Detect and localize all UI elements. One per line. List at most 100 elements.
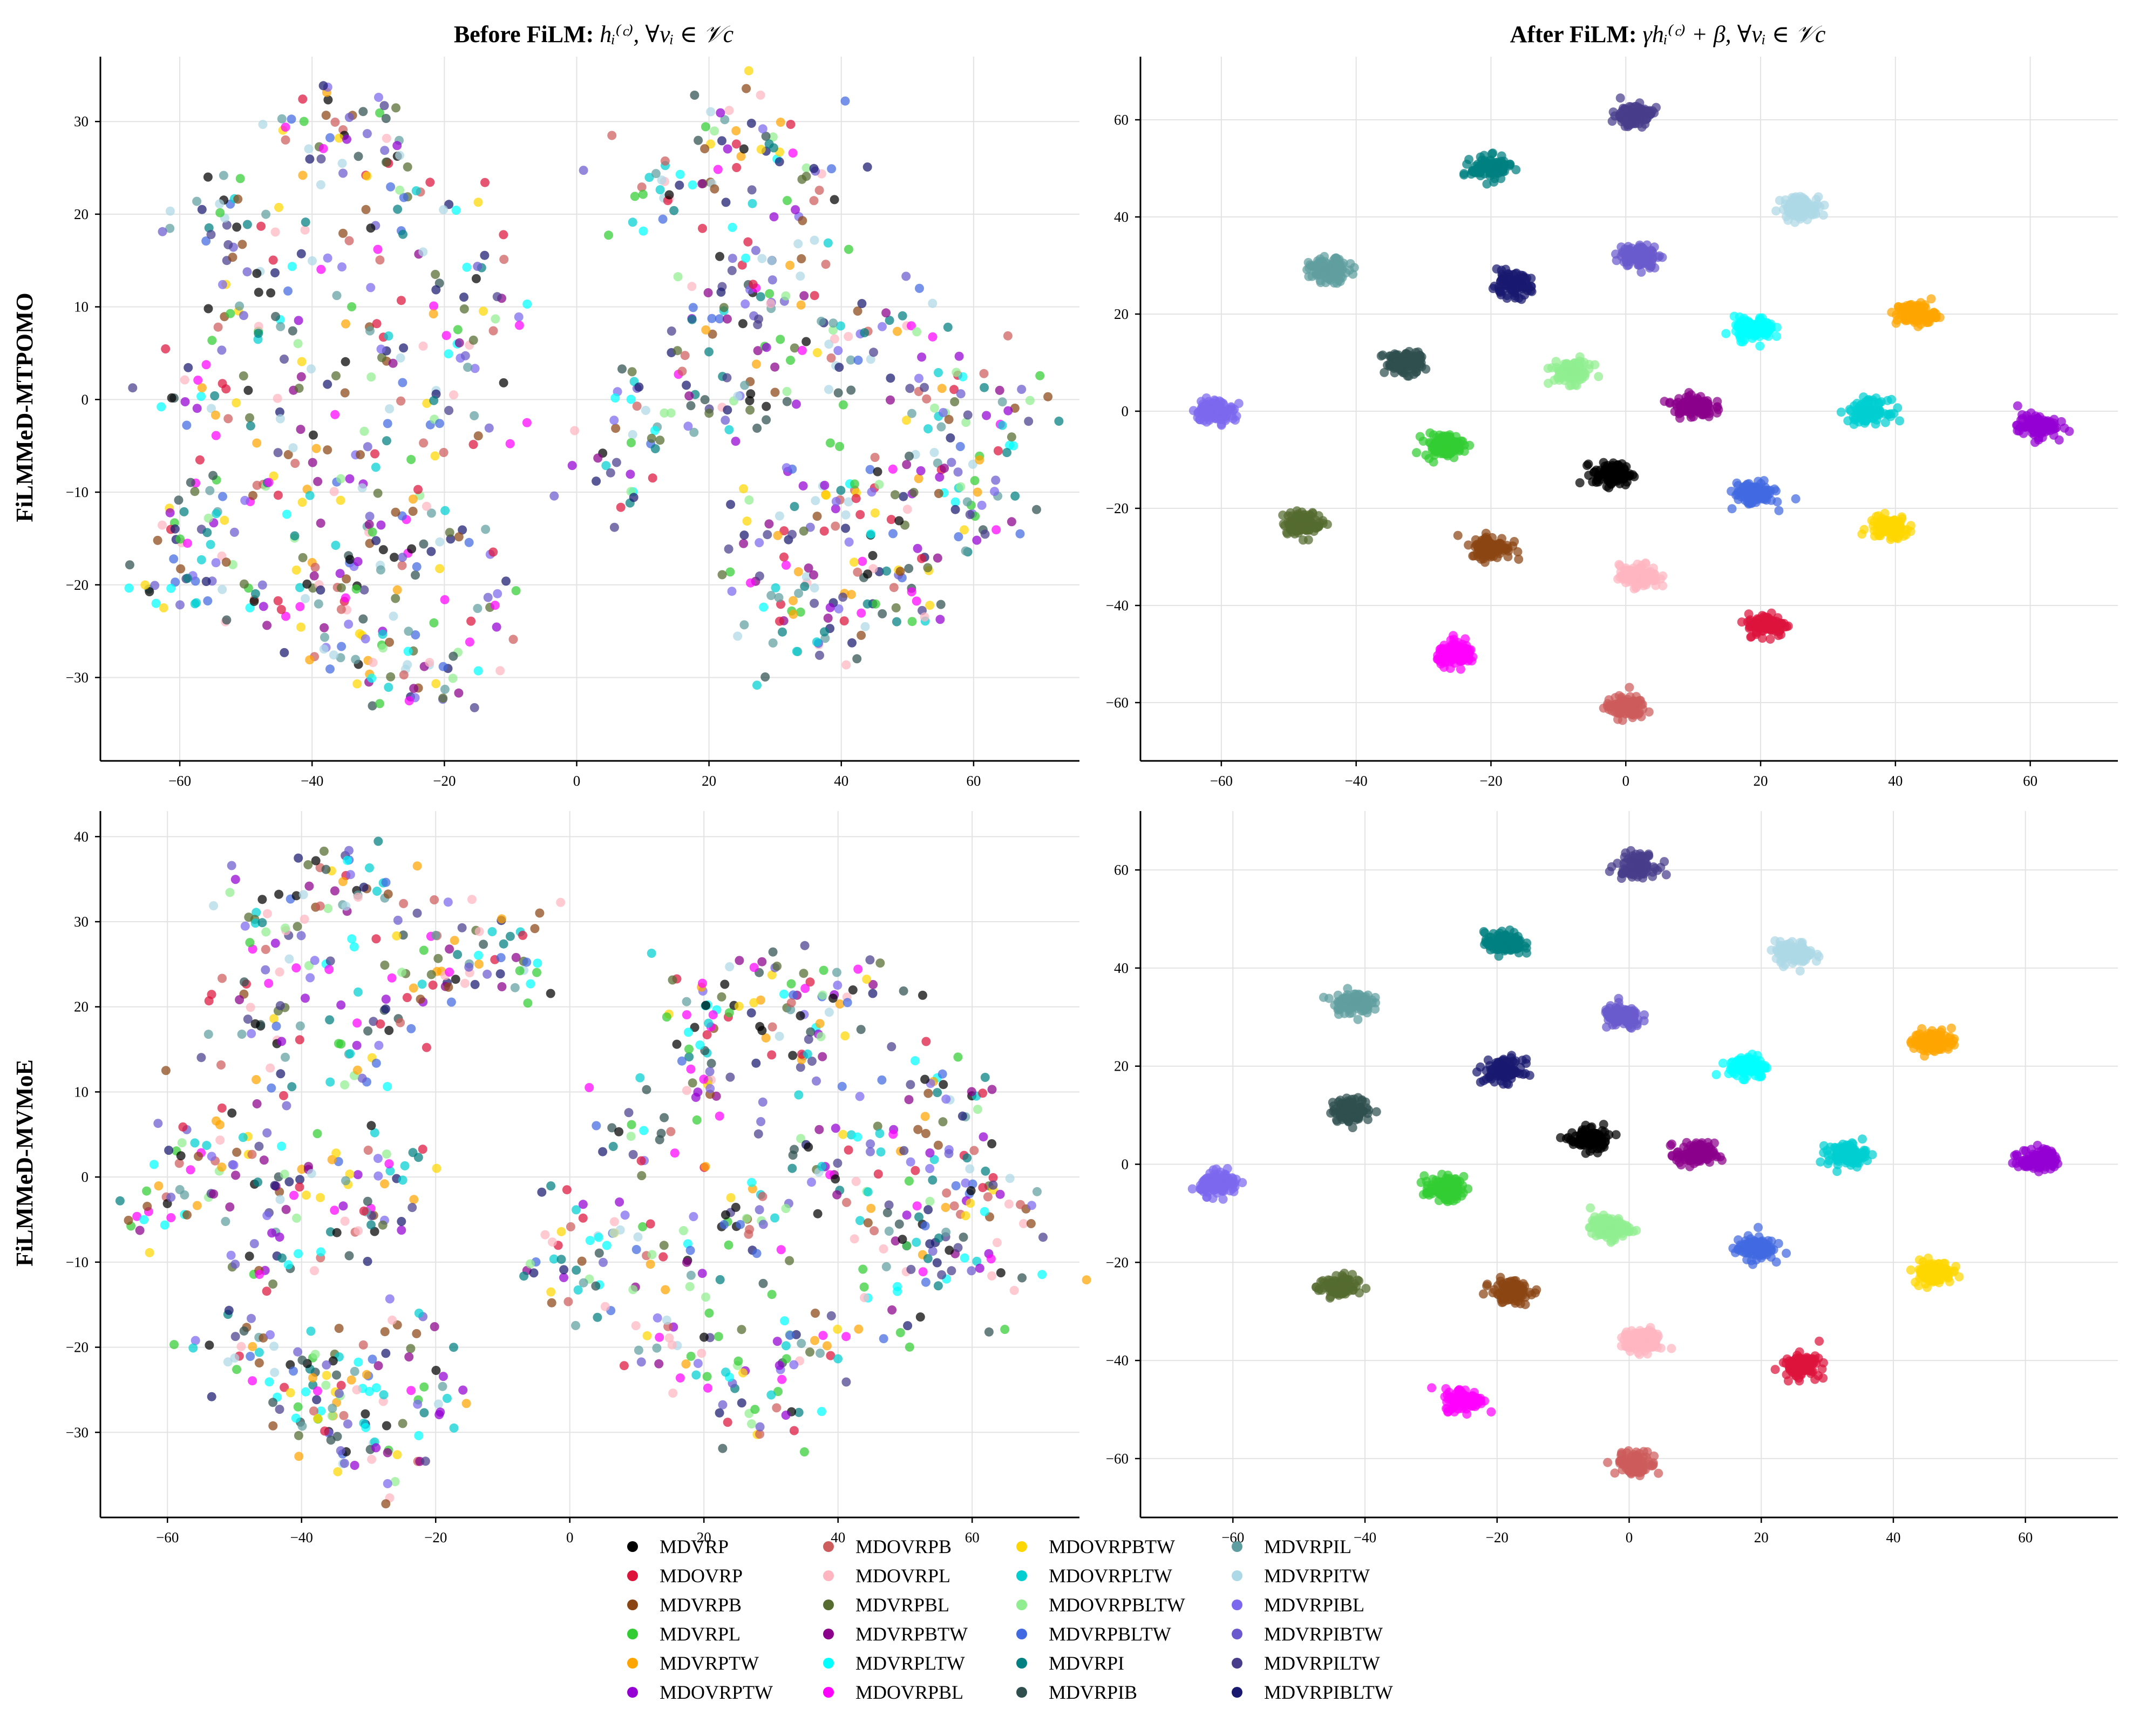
point-mdvrpiltw [1635,112,1645,121]
point-mixed [969,1146,979,1155]
point-mdvrpbltw [1791,494,1801,503]
point-mixed [579,166,588,175]
point-mixed [337,159,347,168]
point-mixed [235,995,244,1005]
point-mixed [1026,1219,1036,1228]
point-mixed [159,603,168,612]
point-mixed [792,646,801,656]
point-mixed [920,383,929,392]
point-mixed [417,979,427,989]
point-mixed [396,353,405,363]
point-mixed [767,1022,777,1032]
point-mixed [373,1154,383,1163]
point-mixed [664,190,674,200]
point-mixed [398,378,407,387]
point-mixed [678,1226,688,1235]
point-mixed [636,1357,646,1367]
point-mixed [341,593,350,603]
point-mixed [264,1377,274,1387]
point-mixed [810,583,819,593]
point-mixed [309,571,319,581]
point-mixed [361,1422,371,1432]
point-mdvrpltw [1766,319,1776,329]
point-mixed [797,345,807,355]
point-mdovrptw [2035,416,2044,426]
point-mixed [886,373,895,383]
point-mixed [838,400,848,410]
point-mixed [522,299,532,309]
point-mixed [876,1147,886,1157]
point-mixed [823,238,833,248]
point-mixed [722,373,732,383]
point-mixed [316,154,326,164]
point-mdvrpl [1430,447,1440,457]
point-mixed [381,114,391,123]
point-mixed [799,1447,809,1456]
point-mixed [608,1142,618,1151]
point-mixed [818,1052,827,1061]
point-mixed [882,566,891,576]
point-mixed [245,413,254,423]
point-mixed [902,1210,912,1220]
point-mdovrpb [1636,712,1646,721]
point-mixed [895,1328,905,1337]
point-mixed [1035,371,1045,380]
point-mixed [722,314,732,324]
point-mdvrpb [1479,554,1489,563]
point-mixed [286,1388,295,1398]
point-mixed [925,1239,935,1249]
point-mixed [823,614,833,623]
point-mixed [458,525,467,535]
point-mixed [735,956,744,965]
point-mdvrpil [1311,269,1321,278]
point-mixed [223,240,233,249]
point-mixed [769,212,779,222]
point-mixed [791,399,801,409]
scatter-points [1188,93,2074,725]
point-mixed [887,1042,896,1052]
point-mdovrpb [1625,683,1634,692]
point-mixed [805,1347,814,1357]
point-mixed [939,408,948,417]
point-mixed [249,1239,259,1249]
point-mixed [546,1287,556,1297]
point-mixed [449,390,458,400]
point-mixed [962,1153,972,1163]
point-mixed [411,630,420,639]
point-mdovrp [1747,632,1756,642]
point-mixed [1027,1201,1036,1210]
point-mixed [875,1129,885,1138]
point-mixed [454,338,464,348]
point-mixed [343,856,352,865]
point-mdvrpib [1378,350,1388,360]
point-mixed [825,438,835,448]
point-mixed [556,1255,566,1264]
point-mixed [201,577,211,586]
point-mixed [721,1367,730,1377]
point-mixed [429,396,439,405]
point-mixed [635,1073,645,1083]
point-mixed [149,1160,159,1169]
point-mixed [997,397,1007,407]
point-mixed [737,1398,746,1408]
point-mdvrp [1611,1130,1621,1140]
point-mixed [594,1233,603,1242]
point-mixed [775,1360,784,1370]
point-mixed [365,326,375,336]
point-mdvrpib [1404,371,1414,381]
point-mixed [219,171,228,180]
point-mixed [891,603,901,612]
point-mixed [300,225,310,235]
point-mixed [333,1467,343,1476]
point-mixed [283,286,293,296]
point-mixed [497,982,507,991]
point-mixed [794,1090,804,1100]
point-mixed [341,357,350,366]
point-mdovrp [1773,613,1783,623]
point-mixed [244,1251,254,1261]
point-mixed [794,1407,804,1417]
point-mixed [738,1368,748,1378]
point-mixed [689,1212,698,1221]
point-mdvrpb [1464,540,1473,550]
